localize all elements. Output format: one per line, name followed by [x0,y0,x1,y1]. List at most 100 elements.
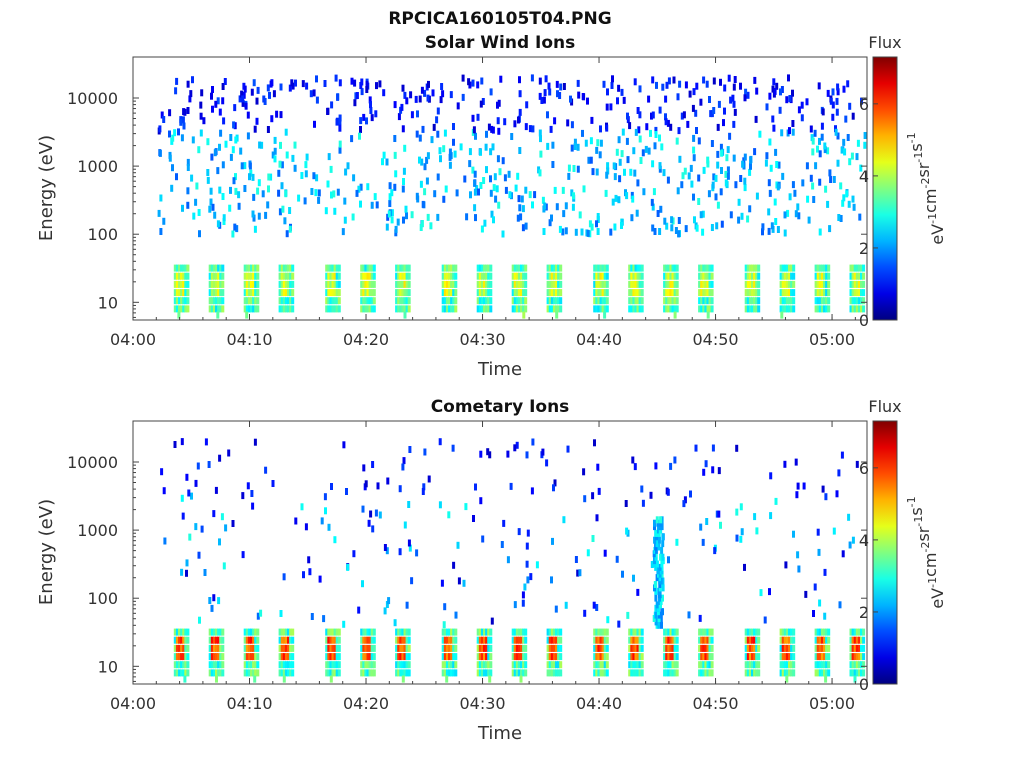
heatmap-cell [407,669,411,677]
heatmap-cell [659,553,663,561]
heatmap-cell [622,96,626,104]
heatmap-cell [525,542,529,550]
heatmap-cell [862,297,866,305]
heatmap-cell [184,636,188,644]
heatmap-cell [580,228,584,236]
heatmap-cell [315,75,318,83]
heatmap-cell [706,669,710,677]
heatmap-cell [180,653,184,661]
heatmap-cell [818,653,822,661]
heatmap-cell [717,510,721,518]
heatmap-cell [638,85,642,93]
heatmap-cell [673,636,677,644]
heatmap-cell [350,77,354,85]
heatmap-cell [813,129,817,137]
heatmap-cell [287,661,290,669]
heatmap-cell [673,653,677,661]
heatmap-cell [712,107,716,114]
heatmap-cell [821,485,825,493]
heatmap-cell [630,305,634,313]
heatmap-cell [650,112,653,120]
heatmap-cell [405,601,409,609]
heatmap-cell [788,264,791,272]
heatmap-cell [407,280,411,288]
heatmap-cell [751,297,754,305]
heatmap-cell [485,289,489,297]
heatmap-cell [862,669,866,677]
heatmap-cell [700,289,704,297]
heatmap-cell [399,297,403,305]
heatmap-cell [753,628,757,636]
heatmap-cell [248,173,251,181]
heatmap-cell [669,305,673,313]
heatmap-cell [513,636,517,644]
heatmap-cell [524,272,528,280]
heatmap-cell [846,80,850,88]
heatmap-cell [483,653,486,661]
heatmap-cell [595,604,599,611]
heatmap-cell [548,289,552,297]
heatmap-cell [638,636,642,644]
heatmap-cell [720,220,724,228]
heatmap-cell [401,125,405,133]
heatmap-cell [453,150,457,158]
heatmap-cell [282,297,286,305]
heatmap-cell [212,289,216,297]
heatmap-cell [441,636,445,644]
heatmap-cell [327,653,331,661]
heatmap-cell [511,289,515,297]
heatmap-cell [312,89,316,97]
heatmap-cell [397,628,401,636]
heatmap-cell [757,305,761,313]
heatmap-cell [270,115,274,123]
heatmap-cell [632,644,636,652]
heatmap-cell [202,117,206,125]
heatmap-cell [483,644,486,652]
heatmap-cell [279,83,283,91]
heatmap-cell [773,198,777,206]
heatmap-cell [855,653,859,661]
heatmap-cell [262,95,266,103]
heatmap-cell [781,653,785,661]
heatmap-cell [558,92,562,99]
heatmap-cell [329,280,333,288]
heatmap-cell [636,272,640,280]
heatmap-cell [278,208,282,216]
heatmap-cell [686,120,690,128]
heatmap-cell [702,289,706,297]
heatmap-cell [671,297,675,305]
heatmap-cell [212,297,216,305]
heatmap-cell [557,669,561,677]
heatmap-cell [212,280,216,288]
heatmap-cell [210,264,214,272]
heatmap-cell [232,121,236,129]
heatmap-cell [369,101,372,109]
colorbar-tick-label: 4 [859,531,869,550]
heatmap-cell [403,628,407,636]
heatmap-cell [461,74,465,82]
heatmap-cell [522,661,526,669]
heatmap-cell [842,85,846,93]
heatmap-cell [245,280,249,288]
heatmap-cell [370,280,374,288]
heatmap-cell [751,636,754,644]
heatmap-cell [372,644,376,652]
heatmap-cell [173,297,177,305]
heatmap-cell [570,144,574,152]
heatmap-cell [862,289,866,297]
heatmap-cell [825,305,829,313]
heatmap-cell [511,661,515,669]
heatmap-cell [814,661,818,669]
heatmap-cell [221,305,225,313]
heatmap-cell [407,501,411,508]
heatmap-cell [522,272,526,280]
heatmap-cell [215,264,218,272]
heatmap-cell [327,305,331,313]
heatmap-cell [397,636,401,644]
heatmap-cell [816,297,820,305]
heatmap-cell [753,272,757,280]
heatmap-cell [473,179,477,187]
heatmap-cell [401,280,405,288]
heatmap-cell [448,644,451,652]
heatmap-cell [692,146,696,154]
